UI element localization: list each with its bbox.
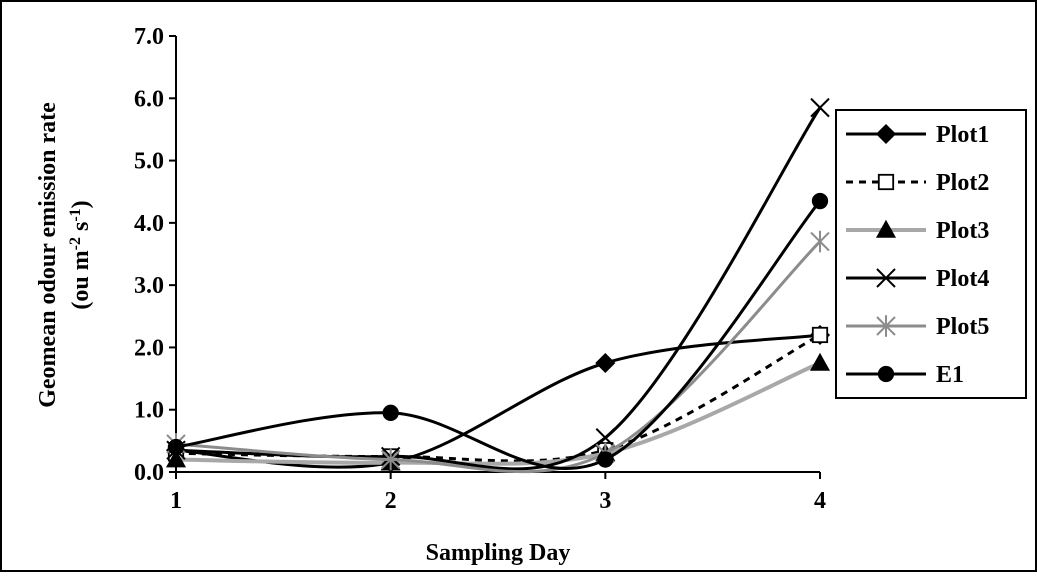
x-tick-label: 1: [170, 488, 182, 514]
marker-diamond: [595, 352, 616, 374]
y-axis-title-main: Geomean odour emission rate: [35, 102, 61, 408]
marker-circle: [167, 438, 185, 456]
series-line: [175, 240, 822, 474]
y-tick-label: 2.0: [134, 335, 164, 361]
series-line: [175, 361, 821, 466]
marker-circle: [877, 365, 895, 383]
y-tick-label: 0.0: [134, 460, 164, 486]
legend-label: Plot5: [936, 314, 989, 340]
y-tick-label: 1.0: [134, 398, 164, 424]
x-tick-label: 4: [814, 488, 826, 514]
axes: 0.0 1.0 2.0 3.0 4.0 5.0 6.0 7.0 1 2 3 4: [134, 24, 826, 514]
marker-circle: [811, 192, 829, 210]
y-axis-title: Geomean odour emission rate (ou m-2 s-1): [35, 102, 94, 408]
legend-item: Plot5: [846, 314, 989, 340]
legend-item: Plot4: [846, 266, 989, 292]
legend-item: Plot2: [846, 170, 989, 196]
marker-circle: [382, 404, 399, 421]
marker-square: [811, 326, 829, 344]
marker-diamond: [875, 123, 897, 145]
marker-star: [876, 315, 896, 337]
marker-triangle: [875, 219, 897, 238]
y-tick-label: 5.0: [134, 149, 164, 175]
x-tick-label: 3: [599, 488, 611, 514]
legend-item: Plot1: [846, 122, 989, 148]
legend-label: Plot2: [936, 170, 989, 196]
marker-x: [810, 97, 830, 118]
legend-box: [835, 109, 1027, 399]
marker-x: [595, 428, 616, 448]
legend-label: Plot1: [936, 122, 989, 148]
legend-label: Plot3: [936, 218, 989, 244]
legend: Plot1 Plot2 Plot3 Plot4 Plot5 E1: [835, 109, 1027, 399]
legend-label: Plot4: [936, 266, 989, 292]
x-axis-title: Sampling Day: [426, 540, 571, 566]
series-line: [175, 106, 822, 471]
y-tick-label: 7.0: [134, 24, 164, 50]
marker-x: [876, 268, 896, 288]
series-E1: [167, 192, 829, 471]
y-tick-label: 4.0: [134, 211, 164, 237]
marker-triangle: [165, 449, 187, 468]
legend-label: E1: [936, 362, 964, 388]
legend-item: E1: [846, 362, 964, 388]
legend-item: Plot3: [846, 218, 989, 244]
marker-triangle: [809, 352, 831, 371]
series-line: [175, 200, 822, 471]
y-axis-title-unit: (ou m-2 s-1): [67, 200, 95, 309]
marker-star: [810, 230, 830, 253]
x-tick-label: 2: [385, 488, 397, 514]
y-tick-label: 3.0: [134, 273, 164, 299]
marker-circle: [597, 451, 614, 468]
marker-star: [380, 448, 401, 471]
marker-square: [877, 173, 895, 191]
series-layer: [165, 97, 831, 474]
y-tick-label: 6.0: [134, 86, 164, 112]
